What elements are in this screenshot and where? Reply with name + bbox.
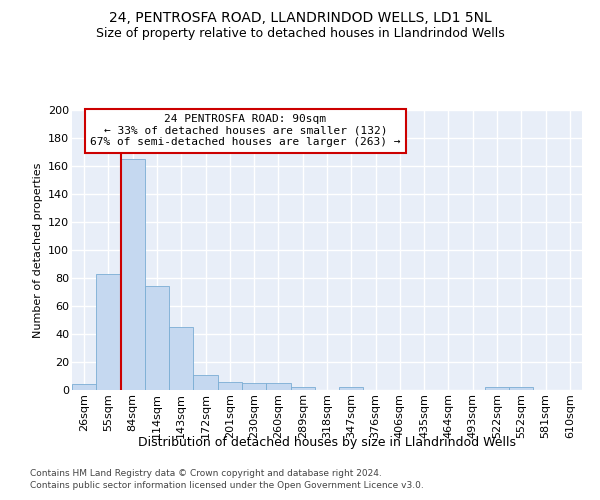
Text: Size of property relative to detached houses in Llandrindod Wells: Size of property relative to detached ho… [95, 28, 505, 40]
Bar [339, 387, 364, 390]
Bar [72, 384, 96, 390]
Bar [96, 274, 121, 390]
Bar [169, 327, 193, 390]
Text: Contains HM Land Registry data © Crown copyright and database right 2024.: Contains HM Land Registry data © Crown c… [30, 470, 382, 478]
Text: Contains public sector information licensed under the Open Government Licence v3: Contains public sector information licen… [30, 482, 424, 490]
Text: 24, PENTROSFA ROAD, LLANDRINDOD WELLS, LD1 5NL: 24, PENTROSFA ROAD, LLANDRINDOD WELLS, L… [109, 11, 491, 25]
Bar [266, 383, 290, 390]
Bar [121, 159, 145, 390]
Bar [290, 387, 315, 390]
Bar [242, 383, 266, 390]
Bar [218, 382, 242, 390]
Bar [193, 374, 218, 390]
Text: 24 PENTROSFA ROAD: 90sqm
← 33% of detached houses are smaller (132)
67% of semi-: 24 PENTROSFA ROAD: 90sqm ← 33% of detach… [90, 114, 401, 148]
Bar [485, 387, 509, 390]
Bar [145, 286, 169, 390]
Y-axis label: Number of detached properties: Number of detached properties [32, 162, 43, 338]
Bar [509, 387, 533, 390]
Text: Distribution of detached houses by size in Llandrindod Wells: Distribution of detached houses by size … [138, 436, 516, 449]
